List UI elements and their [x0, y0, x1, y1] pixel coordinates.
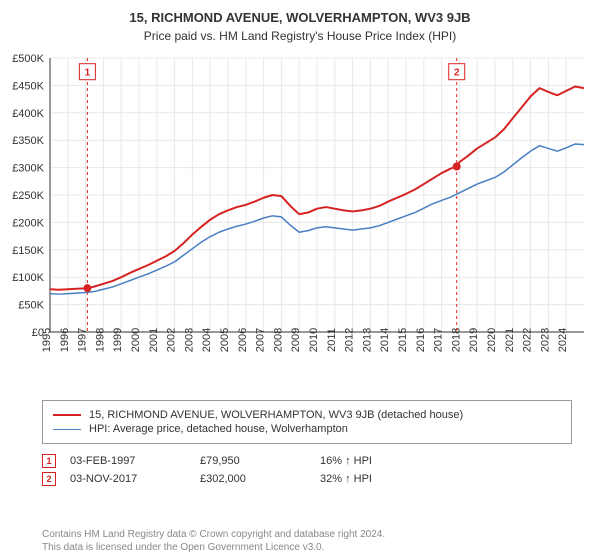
svg-text:2022: 2022: [522, 328, 534, 352]
svg-text:2012: 2012: [344, 328, 356, 352]
sale-row: 1 03-FEB-1997£79,95016% ↑ HPI: [42, 454, 572, 468]
sale-price: £79,950: [200, 455, 320, 467]
sale-hpi: 16% ↑ HPI: [320, 455, 420, 467]
legend-row: HPI: Average price, detached house, Wolv…: [53, 423, 561, 435]
svg-text:2020: 2020: [486, 328, 498, 352]
svg-text:£250K: £250K: [12, 190, 44, 202]
svg-text:£450K: £450K: [12, 80, 44, 92]
svg-text:2005: 2005: [219, 328, 231, 352]
svg-text:£350K: £350K: [12, 135, 44, 147]
svg-text:£100K: £100K: [12, 272, 44, 284]
sale-date: 03-NOV-2017: [70, 473, 200, 485]
legend-label: 15, RICHMOND AVENUE, WOLVERHAMPTON, WV3 …: [89, 409, 463, 421]
svg-text:1995: 1995: [41, 328, 53, 352]
chart-plot: £0£50K£100K£150K£200K£250K£300K£350K£400…: [8, 52, 592, 392]
sale-marker-box: 2: [42, 472, 56, 486]
sale-row: 2 03-NOV-2017£302,00032% ↑ HPI: [42, 472, 572, 486]
chart-title: 15, RICHMOND AVENUE, WOLVERHAMPTON, WV3 …: [0, 0, 600, 25]
svg-text:2023: 2023: [539, 328, 551, 352]
svg-text:2001: 2001: [148, 328, 160, 352]
sale-date: 03-FEB-1997: [70, 455, 200, 467]
legend-swatch: [53, 414, 81, 416]
svg-text:2019: 2019: [468, 328, 480, 352]
svg-text:2007: 2007: [255, 328, 267, 352]
svg-text:£200K: £200K: [12, 217, 44, 229]
svg-text:2021: 2021: [504, 328, 516, 352]
svg-text:£500K: £500K: [12, 53, 44, 65]
legend-swatch: [53, 429, 81, 430]
svg-text:2009: 2009: [290, 328, 302, 352]
legend-box: 15, RICHMOND AVENUE, WOLVERHAMPTON, WV3 …: [42, 400, 572, 444]
footer-attribution: Contains HM Land Registry data © Crown c…: [42, 528, 385, 554]
sale-price: £302,000: [200, 473, 320, 485]
svg-text:1996: 1996: [59, 328, 71, 352]
sales-table: 1 03-FEB-1997£79,95016% ↑ HPI 2 03-NOV-2017…: [42, 454, 572, 486]
svg-text:2018: 2018: [450, 328, 462, 352]
footer-line-2: This data is licensed under the Open Gov…: [42, 541, 385, 554]
svg-text:2013: 2013: [361, 328, 373, 352]
sale-marker-box: 1: [42, 454, 56, 468]
svg-text:£50K: £50K: [18, 300, 44, 312]
svg-text:2017: 2017: [433, 328, 445, 352]
chart-container: 15, RICHMOND AVENUE, WOLVERHAMPTON, WV3 …: [0, 0, 600, 560]
svg-text:£300K: £300K: [12, 163, 44, 175]
line-chart-svg: £0£50K£100K£150K£200K£250K£300K£350K£400…: [8, 52, 592, 392]
svg-text:2024: 2024: [557, 328, 569, 352]
svg-text:2000: 2000: [130, 328, 142, 352]
legend-label: HPI: Average price, detached house, Wolv…: [89, 423, 348, 435]
svg-text:2002: 2002: [166, 328, 178, 352]
svg-text:2006: 2006: [237, 328, 249, 352]
svg-text:£150K: £150K: [12, 245, 44, 257]
svg-text:2008: 2008: [272, 328, 284, 352]
svg-text:2015: 2015: [397, 328, 409, 352]
svg-text:1: 1: [85, 68, 91, 79]
footer-line-1: Contains HM Land Registry data © Crown c…: [42, 528, 385, 541]
legend-row: 15, RICHMOND AVENUE, WOLVERHAMPTON, WV3 …: [53, 409, 561, 421]
chart-subtitle: Price paid vs. HM Land Registry's House …: [0, 25, 600, 51]
svg-text:£400K: £400K: [12, 108, 44, 120]
sale-hpi: 32% ↑ HPI: [320, 473, 420, 485]
svg-text:1997: 1997: [77, 328, 89, 352]
svg-text:1999: 1999: [112, 328, 124, 352]
svg-text:2010: 2010: [308, 328, 320, 352]
svg-text:2: 2: [454, 68, 460, 79]
svg-text:2004: 2004: [201, 328, 213, 352]
legend-and-sales: 15, RICHMOND AVENUE, WOLVERHAMPTON, WV3 …: [42, 400, 572, 490]
svg-text:2016: 2016: [415, 328, 427, 352]
svg-text:2014: 2014: [379, 328, 391, 352]
svg-text:2003: 2003: [183, 328, 195, 352]
svg-text:1998: 1998: [94, 328, 106, 352]
